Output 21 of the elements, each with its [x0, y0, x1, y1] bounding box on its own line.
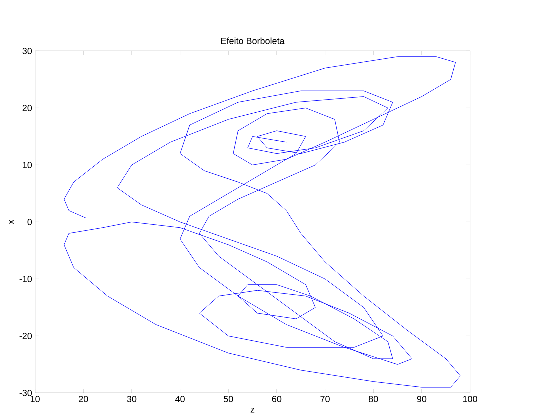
y-tick-label: -20 — [20, 333, 32, 340]
y-tick-label: -30 — [20, 390, 32, 396]
y-tick-label: 20 — [22, 105, 32, 112]
y-tick-label: 30 — [22, 48, 32, 54]
x-tick-label: 90 — [417, 396, 427, 402]
x-tick-label: 60 — [272, 396, 282, 402]
chart-title: Efeito Borboleta — [222, 38, 285, 44]
x-tick-label: 50 — [224, 396, 234, 402]
y-tick-label: 10 — [23, 162, 32, 168]
x-tick-label: 80 — [368, 396, 378, 402]
y-axis-title: x — [9, 220, 14, 224]
x-tick-label: 40 — [175, 396, 185, 402]
x-tick-label: 70 — [320, 396, 330, 402]
x-axis-title: z — [250, 408, 255, 413]
x-tick-label: 30 — [127, 396, 137, 402]
x-tick-label: 10 — [30, 396, 40, 402]
x-tick-label: 20 — [79, 396, 88, 402]
x-tick-label: 100 — [463, 396, 478, 402]
y-tick-label: -10 — [20, 276, 32, 282]
line-series — [64, 56, 461, 388]
y-tick-label: 0 — [28, 219, 32, 226]
